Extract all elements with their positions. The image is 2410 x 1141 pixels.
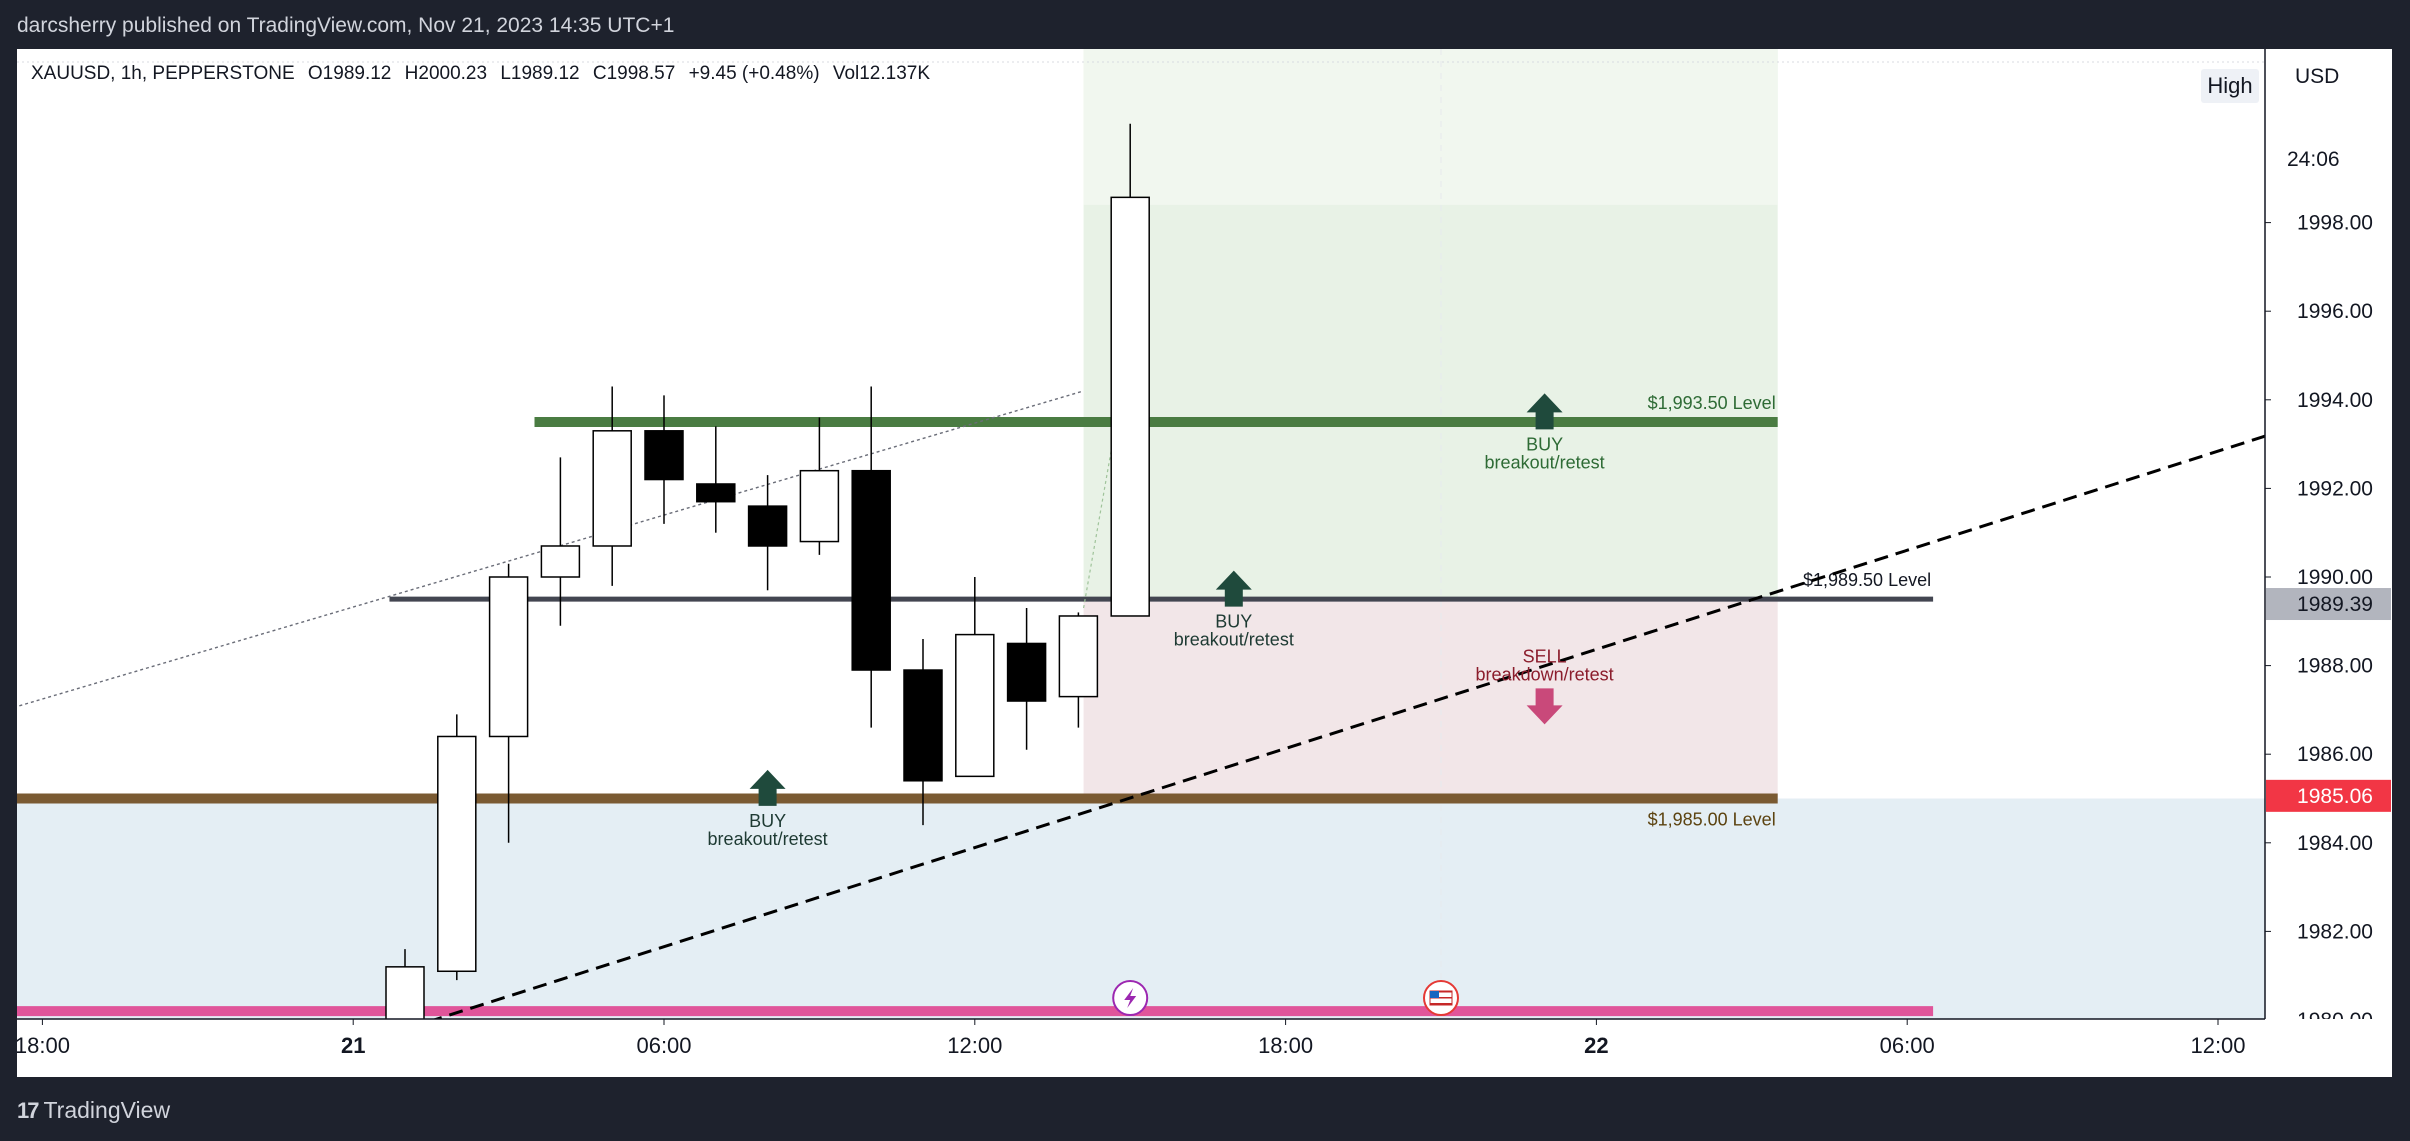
tradingview-brand[interactable]: 17 TradingView: [17, 1097, 170, 1124]
level-label-dark: $1,989.50 Level: [1803, 570, 1931, 590]
sell-title: SELL: [1523, 646, 1567, 666]
symbol-legend[interactable]: XAUUSD, 1h, PEPPERSTONE O1989.12 H2000.2…: [31, 63, 938, 85]
buy-arrow-icon: [749, 769, 786, 806]
price-tag-label: 1985.06: [2297, 785, 2373, 808]
trend-line-dashed[interactable]: [198, 424, 2297, 1077]
price-tag-red[interactable]: [2266, 779, 2391, 812]
y-tick-label: 1984.00: [2297, 832, 2373, 855]
candle[interactable]: [799, 469, 840, 543]
candle[interactable]: [696, 483, 736, 503]
x-tick-label: 21: [341, 1033, 365, 1058]
axis-top-cap: [2267, 49, 2392, 57]
chart-frame[interactable]: $1,993.50 Level $1,989.50 Level $1,985.00 …: [17, 49, 2392, 1077]
price-tag-gray[interactable]: [2266, 588, 2391, 621]
candle[interactable]: [747, 505, 788, 547]
y-tick-label: 1986.00: [2297, 743, 2373, 766]
legend-open: O1989.12: [307, 63, 392, 84]
loss-zone: [1083, 599, 1778, 799]
candle[interactable]: [903, 669, 943, 782]
top-bar: darcsherry published on TradingView.com,…: [0, 0, 2410, 49]
currency-button[interactable]: USD: [2281, 57, 2376, 97]
buy-arrow-icon: [1215, 570, 1252, 607]
y-tick-label: 1992.00: [2297, 477, 2373, 500]
legend-close: C1998.57: [592, 63, 676, 84]
candle[interactable]: [1058, 615, 1099, 698]
flag-stripe: [1430, 997, 1452, 999]
buy-subtitle: breakout/retest: [1485, 452, 1605, 472]
buy-title: BUY: [749, 811, 786, 831]
candle[interactable]: [488, 576, 529, 738]
legend-low: L1989.12: [500, 63, 580, 84]
tradingview-logo-icon: 17: [17, 1097, 40, 1123]
chart-canvas[interactable]: $1,993.50 Level $1,989.50 Level $1,985.00 …: [17, 49, 2392, 1077]
candle[interactable]: [1006, 642, 1047, 702]
brand-name: TradingView: [43, 1097, 171, 1123]
candle[interactable]: [955, 633, 995, 778]
legend-change: +9.45 (+0.48%): [688, 63, 820, 84]
buy-title: BUY: [1526, 434, 1563, 454]
candle[interactable]: [644, 430, 684, 481]
legend-volume: Vol12.137K: [832, 63, 931, 84]
y-tick-label: 1982.00: [2297, 920, 2373, 943]
level-label-green: $1,993.50 Level: [1648, 393, 1776, 413]
flag-stripe: [1430, 991, 1452, 993]
x-tick-label: 12:00: [2190, 1033, 2245, 1058]
x-tick-label: 06:00: [636, 1033, 691, 1058]
level-label-brown: $1,985.00 Level: [1648, 810, 1776, 830]
x-tick-label: 18:00: [1258, 1033, 1313, 1058]
lightning-glyph: [1124, 988, 1137, 1008]
time-axis[interactable]: [17, 1019, 2392, 1077]
candle[interactable]: [592, 430, 632, 547]
sell-arrow-icon: [1526, 688, 1563, 725]
legend-symbol[interactable]: XAUUSD, 1h, PEPPERSTONE: [31, 63, 295, 84]
candle[interactable]: [851, 469, 891, 671]
price-axis[interactable]: [2265, 49, 2392, 1077]
x-tick-label: 06:00: [1880, 1033, 1935, 1058]
sell-subtitle: breakdown/retest: [1476, 664, 1614, 684]
candle[interactable]: [540, 545, 581, 578]
y-tick-label: 1998.00: [2297, 212, 2373, 235]
candle[interactable]: [1110, 196, 1150, 617]
y-tick-label: 1994.00: [2297, 389, 2373, 412]
flag-stripe: [1430, 1003, 1452, 1005]
legend-high: H2000.23: [404, 63, 488, 84]
x-tick-label: 22: [1584, 1033, 1608, 1058]
price-tag-label: 1989.39: [2297, 593, 2373, 616]
y-tick-label: 1988.00: [2297, 655, 2373, 678]
high-badge: High: [2201, 69, 2259, 103]
buy-subtitle: breakout/retest: [1174, 630, 1294, 650]
x-tick-label: 18:00: [17, 1033, 70, 1058]
bar-countdown: 24:06: [2287, 145, 2387, 175]
y-tick-label: 1996.00: [2297, 300, 2373, 323]
candle[interactable]: [437, 735, 477, 973]
buy-title: BUY: [1215, 612, 1252, 632]
buy-arrow-icon: [1526, 393, 1563, 430]
flag-canton: [1430, 991, 1439, 998]
x-tick-label: 12:00: [947, 1033, 1002, 1058]
bottom-bar: 17 TradingView: [0, 1077, 2410, 1141]
profit-zone-top: [1083, 49, 1778, 205]
buy-subtitle: breakout/retest: [708, 829, 828, 849]
trend-line-dotted[interactable]: [17, 390, 1084, 714]
published-line: darcsherry published on TradingView.com,…: [17, 14, 675, 37]
y-tick-label: 1990.00: [2297, 566, 2373, 589]
